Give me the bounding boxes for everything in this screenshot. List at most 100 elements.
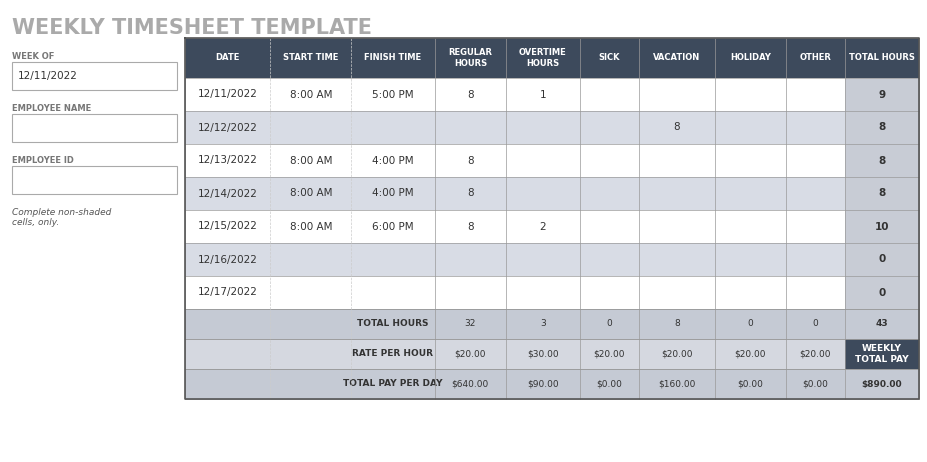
Bar — [715, 210, 786, 243]
Text: 12/16/2022: 12/16/2022 — [197, 255, 258, 265]
Text: WEEKLY
TOTAL PAY: WEEKLY TOTAL PAY — [855, 344, 908, 364]
Text: $160.00: $160.00 — [658, 379, 695, 389]
Bar — [639, 177, 715, 210]
Bar — [506, 144, 580, 177]
Text: $20.00: $20.00 — [661, 349, 692, 359]
Bar — [271, 339, 351, 369]
Bar — [435, 78, 506, 111]
Text: 12/11/2022: 12/11/2022 — [197, 90, 258, 99]
Bar — [639, 38, 715, 78]
Bar — [271, 177, 351, 210]
Bar — [639, 243, 715, 276]
Bar — [351, 243, 435, 276]
Text: START TIME: START TIME — [283, 54, 338, 62]
Bar — [271, 111, 351, 144]
Bar — [12, 114, 177, 142]
Bar — [639, 339, 715, 369]
Bar — [351, 111, 435, 144]
Bar — [351, 38, 435, 78]
Bar — [185, 210, 271, 243]
Bar — [715, 276, 786, 309]
Text: $20.00: $20.00 — [593, 349, 625, 359]
Bar — [351, 339, 435, 369]
Text: 8: 8 — [467, 90, 474, 99]
Bar — [271, 78, 351, 111]
Bar — [786, 177, 844, 210]
Bar — [786, 276, 844, 309]
Text: 8: 8 — [879, 188, 885, 199]
Text: $640.00: $640.00 — [451, 379, 489, 389]
Bar — [435, 369, 506, 399]
Bar — [271, 144, 351, 177]
Bar — [435, 309, 506, 339]
Bar — [639, 78, 715, 111]
Text: 8: 8 — [467, 221, 474, 231]
Text: Complete non-shaded
cells, only.: Complete non-shaded cells, only. — [12, 208, 111, 227]
Bar — [580, 144, 639, 177]
Bar — [580, 309, 639, 339]
Text: $30.00: $30.00 — [527, 349, 559, 359]
Text: 0: 0 — [747, 320, 754, 328]
Bar — [185, 38, 271, 78]
Bar — [844, 309, 919, 339]
Text: $90.00: $90.00 — [527, 379, 559, 389]
Bar — [786, 243, 844, 276]
Bar — [271, 243, 351, 276]
Bar — [506, 38, 580, 78]
Text: SICK: SICK — [599, 54, 620, 62]
Text: 8:00 AM: 8:00 AM — [289, 221, 332, 231]
Text: VACATION: VACATION — [654, 54, 701, 62]
Bar — [580, 276, 639, 309]
Bar — [580, 369, 639, 399]
Bar — [185, 78, 271, 111]
Text: 5:00 PM: 5:00 PM — [372, 90, 413, 99]
Bar — [786, 38, 844, 78]
Bar — [506, 177, 580, 210]
Text: 12/15/2022: 12/15/2022 — [197, 221, 258, 231]
Text: DATE: DATE — [216, 54, 240, 62]
Bar — [786, 78, 844, 111]
Bar — [639, 111, 715, 144]
Bar — [351, 369, 435, 399]
Bar — [580, 78, 639, 111]
Text: 4:00 PM: 4:00 PM — [372, 156, 413, 165]
Bar — [506, 210, 580, 243]
Bar — [506, 111, 580, 144]
Bar — [351, 309, 435, 339]
Text: 0: 0 — [879, 255, 885, 265]
Bar — [844, 339, 919, 369]
Bar — [351, 177, 435, 210]
Text: $20.00: $20.00 — [454, 349, 486, 359]
Bar — [580, 38, 639, 78]
Bar — [786, 309, 844, 339]
Text: 4:00 PM: 4:00 PM — [372, 188, 413, 199]
Bar — [715, 177, 786, 210]
Bar — [435, 276, 506, 309]
Bar — [435, 144, 506, 177]
Bar — [844, 111, 919, 144]
Bar — [351, 276, 435, 309]
Bar — [639, 309, 715, 339]
Bar — [185, 339, 271, 369]
Bar — [435, 177, 506, 210]
Bar — [506, 369, 580, 399]
Text: 8:00 AM: 8:00 AM — [289, 156, 332, 165]
Bar — [580, 177, 639, 210]
Text: 12/11/2022: 12/11/2022 — [18, 71, 78, 81]
Bar — [12, 166, 177, 194]
Text: WEEKLY TIMESHEET TEMPLATE: WEEKLY TIMESHEET TEMPLATE — [12, 18, 372, 38]
Bar — [580, 339, 639, 369]
Bar — [435, 339, 506, 369]
Text: 9: 9 — [879, 90, 885, 99]
Text: FINISH TIME: FINISH TIME — [364, 54, 422, 62]
Bar — [185, 111, 271, 144]
Bar — [185, 276, 271, 309]
Text: REGULAR
HOURS: REGULAR HOURS — [449, 49, 492, 68]
Text: 3: 3 — [540, 320, 546, 328]
Bar — [786, 144, 844, 177]
Bar — [271, 210, 351, 243]
Bar — [715, 243, 786, 276]
Bar — [271, 38, 351, 78]
Bar — [506, 309, 580, 339]
Bar — [185, 243, 271, 276]
